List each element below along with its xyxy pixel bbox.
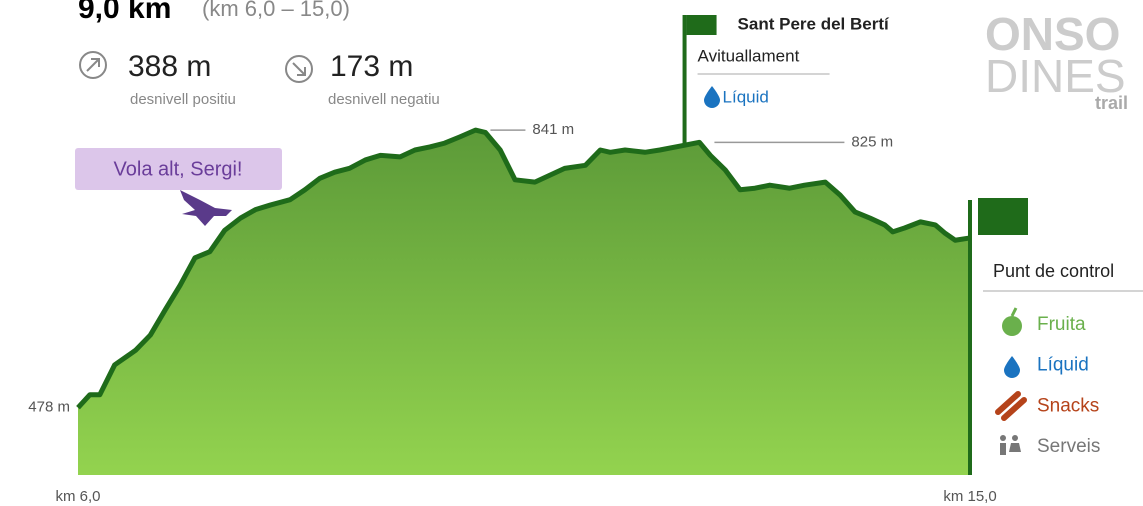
- value-label: 841 m: [532, 121, 574, 138]
- gain-value: 388 m: [128, 50, 211, 83]
- item-label: Snacks: [1037, 395, 1099, 416]
- item-label: Líquid: [1037, 355, 1089, 376]
- logo: ONSO DINES trail: [985, 8, 1128, 113]
- item-label: Fruita: [1037, 314, 1086, 335]
- item-label: Líquid: [723, 87, 769, 106]
- distance: 9,0 km: [78, 0, 171, 25]
- loss-value: 173 m: [330, 50, 413, 83]
- loss-label: desnivell negatiu: [328, 91, 440, 108]
- item-label: Serveis: [1037, 436, 1100, 457]
- logo-line3: trail: [1095, 93, 1128, 113]
- gain-label: desnivell positiu: [130, 91, 236, 108]
- loss-icon: [286, 56, 312, 82]
- banner: Vola alt, Sergi!: [114, 158, 243, 180]
- range: (km 6,0 – 15,0): [202, 0, 350, 21]
- flag: [687, 15, 717, 35]
- marker-subtitle: Punt de control: [993, 261, 1114, 281]
- marker-subtitle: Avituallament: [698, 46, 800, 65]
- x-tick-label: km 6,0: [55, 488, 100, 505]
- flag: [978, 198, 1028, 235]
- page: 9,0 km (km 6,0 – 15,0) 388 m desnivell p…: [0, 0, 1143, 506]
- value-label: 825 m: [851, 133, 893, 150]
- x-tick-label: km 15,0: [943, 488, 996, 505]
- marker-name: Sant Pere del Bertí: [738, 14, 890, 33]
- gain-icon: [80, 52, 106, 78]
- value-label: 478 m: [28, 399, 70, 416]
- bird-icon: [180, 190, 232, 226]
- chart: 9,0 km (km 6,0 – 15,0) 388 m desnivell p…: [0, 0, 1143, 506]
